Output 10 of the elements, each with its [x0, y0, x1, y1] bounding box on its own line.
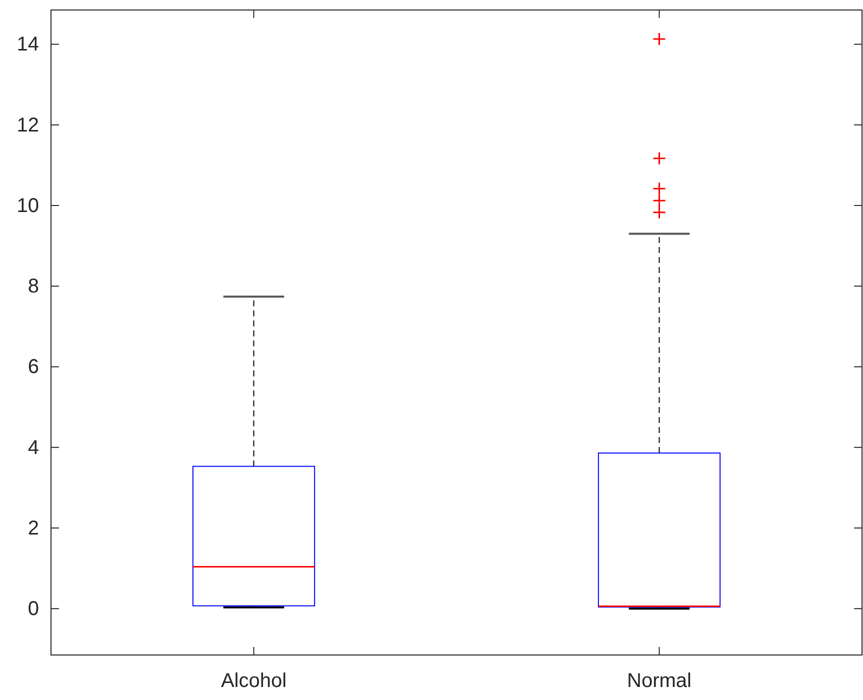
y-tick-label: 8 [28, 276, 39, 298]
y-tick-label: 0 [28, 598, 39, 620]
x-tick-label: Normal [627, 670, 692, 692]
y-tick-label: 14 [16, 34, 39, 56]
y-tick-label: 6 [28, 356, 39, 378]
y-tick-label: 2 [28, 517, 39, 540]
x-tick-label: Alcohol [220, 670, 287, 692]
y-tick-label: 4 [28, 436, 39, 459]
y-tick-label: 12 [16, 114, 39, 136]
y-tick-label: 10 [16, 194, 39, 217]
